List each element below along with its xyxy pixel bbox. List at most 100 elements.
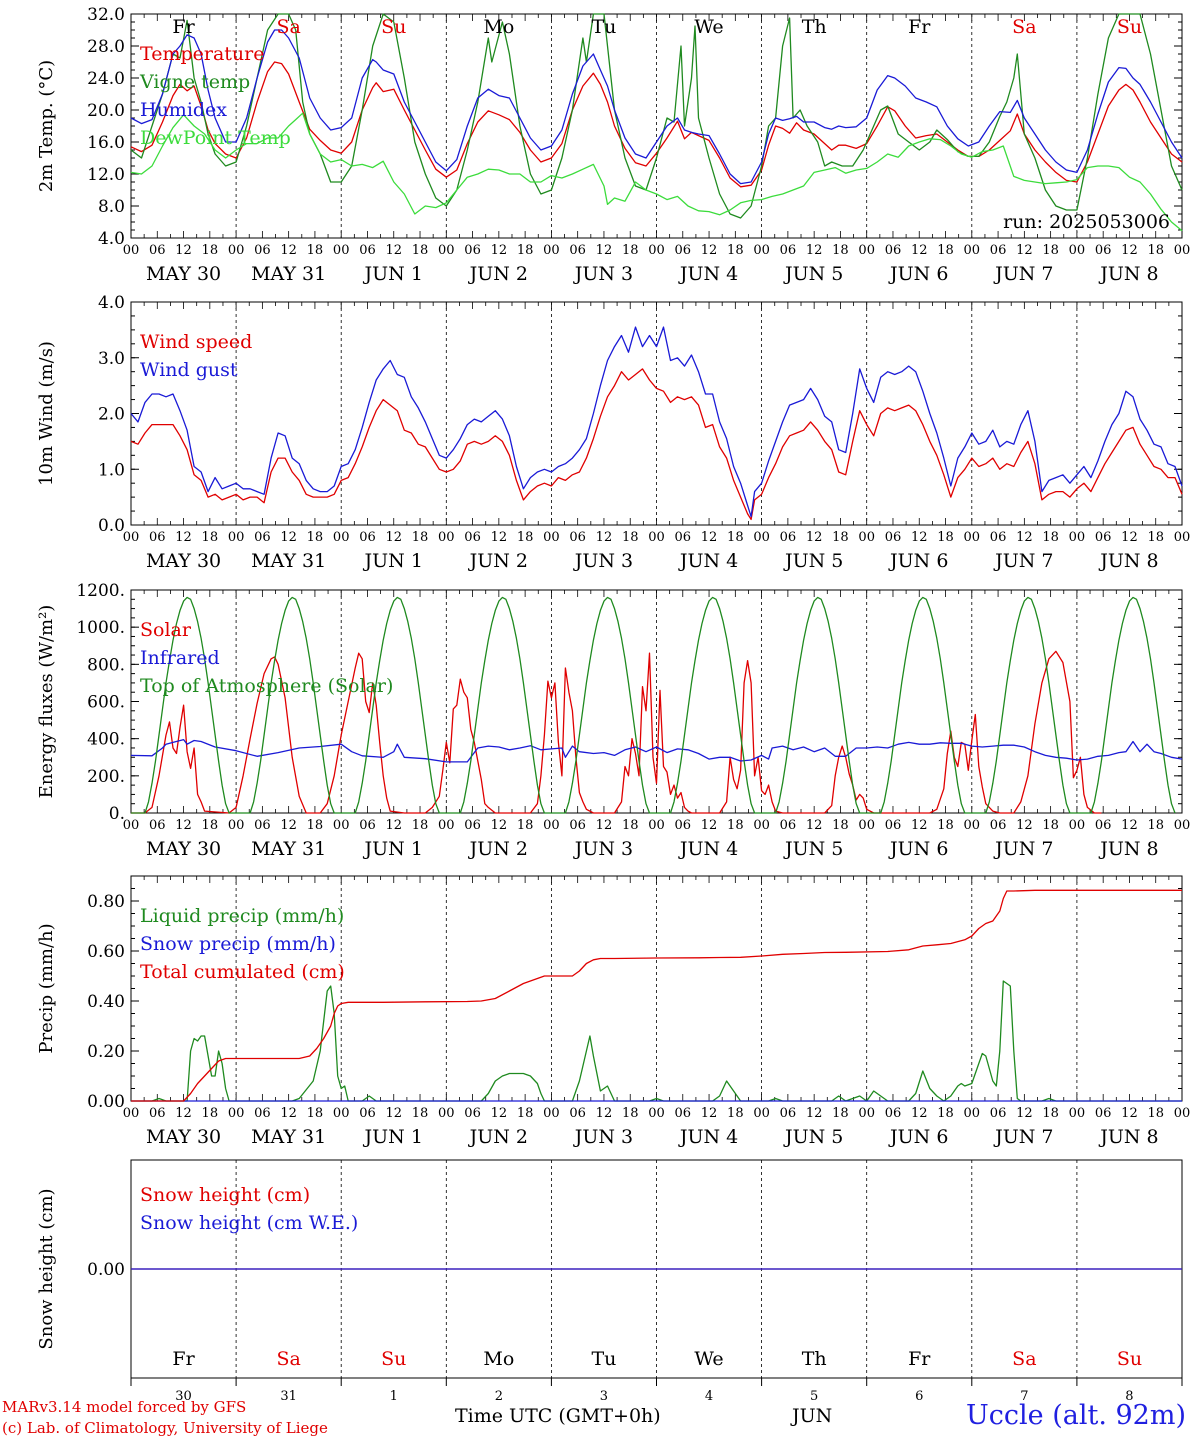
- date-label: JUN 7: [993, 550, 1053, 572]
- y-tick-label: 0.: [109, 804, 125, 824]
- hour-tick-label: 00: [123, 530, 140, 545]
- hour-tick-label: 00: [753, 1106, 770, 1121]
- hour-tick-label: 12: [280, 1106, 297, 1121]
- hour-tick-label: 18: [202, 818, 219, 833]
- hour-tick-label: 06: [675, 1106, 692, 1121]
- date-label: JUN 5: [783, 550, 843, 572]
- hour-tick-label: 06: [675, 530, 692, 545]
- hour-tick-label: 12: [1121, 530, 1138, 545]
- hour-tick-label: 06: [149, 818, 166, 833]
- weekday-label: Tu: [591, 1348, 616, 1370]
- y-axis-label: 10m Wind (m/s): [36, 341, 57, 486]
- date-label: JUN 1: [363, 263, 423, 285]
- hour-tick-label: 00: [858, 243, 875, 258]
- hour-tick-label: 00: [1174, 1106, 1191, 1121]
- y-axis-label: Snow height (cm): [36, 1188, 57, 1349]
- panel-3: 00 06 12 18 MAY 30 00 06 12 18 MAY 31 00 06 12 18 JUN …: [36, 581, 1190, 860]
- hour-tick-label: 18: [727, 1106, 744, 1121]
- series-total-cumulated-cm-: [131, 889, 1182, 1102]
- hour-tick-label: 06: [149, 1106, 166, 1121]
- legend-entry: Temperature: [140, 43, 264, 65]
- hour-tick-label: 12: [596, 530, 613, 545]
- hour-tick-label: 12: [596, 818, 613, 833]
- day-number-label: 30: [175, 1389, 192, 1404]
- hour-tick-label: 12: [280, 243, 297, 258]
- hour-tick-label: 00: [858, 818, 875, 833]
- hour-tick-label: 00: [964, 530, 981, 545]
- hour-tick-label: 12: [1121, 243, 1138, 258]
- legend-entry: Vigne temp: [139, 71, 250, 93]
- hour-tick-label: 06: [780, 243, 797, 258]
- hour-tick-label: 12: [1121, 1106, 1138, 1121]
- hour-tick-label: 00: [1174, 530, 1191, 545]
- hour-tick-label: 12: [911, 818, 928, 833]
- hour-tick-label: 00: [438, 243, 455, 258]
- hour-tick-label: 18: [727, 243, 744, 258]
- day-number-label: 31: [280, 1389, 297, 1404]
- date-label: JUN 8: [1098, 263, 1158, 285]
- hour-tick-label: 18: [622, 1106, 639, 1121]
- date-label: JUN 5: [783, 263, 843, 285]
- credit-lab: (c) Lab. of Climatology, University of L…: [2, 1419, 328, 1437]
- hour-tick-label: 00: [964, 818, 981, 833]
- date-label: JUN 5: [783, 838, 843, 860]
- y-tick-label: 0.80: [87, 892, 125, 912]
- day-number-label: 1: [390, 1389, 398, 1404]
- hour-tick-label: 12: [175, 1106, 192, 1121]
- weekday-label: Su: [1117, 1348, 1142, 1370]
- weekday-label: Su: [381, 1348, 406, 1370]
- hour-tick-label: 18: [937, 1106, 954, 1121]
- date-label: JUN 2: [468, 263, 528, 285]
- hour-tick-label: 00: [1069, 818, 1086, 833]
- hour-tick-label: 06: [885, 1106, 902, 1121]
- day-number-label: 2: [495, 1389, 503, 1404]
- date-label: MAY 30: [146, 838, 221, 860]
- hour-tick-label: 00: [753, 818, 770, 833]
- hour-tick-label: 06: [569, 243, 586, 258]
- hour-tick-label: 00: [1069, 1106, 1086, 1121]
- panel-5: 0.00 Snow height (cm) Snow height (cm) Snow…: [36, 1159, 1183, 1379]
- date-label: MAY 30: [146, 550, 221, 572]
- hour-tick-label: 06: [569, 818, 586, 833]
- hour-tick-label: 12: [491, 243, 508, 258]
- y-axis-label: Energy fluxes (W/m²): [36, 605, 57, 799]
- date-label: JUN 7: [993, 1126, 1053, 1148]
- credit-model: MARv3.14 model forced by GFS: [2, 1398, 247, 1416]
- date-label: JUN 6: [888, 1126, 948, 1148]
- hour-tick-label: 12: [701, 243, 718, 258]
- day-number-label: 7: [1020, 1389, 1028, 1404]
- date-label: JUN 6: [888, 550, 948, 572]
- series-infrared: [130, 738, 1183, 763]
- hour-tick-label: 18: [1147, 1106, 1164, 1121]
- hour-tick-label: 00: [964, 243, 981, 258]
- y-tick-label: 0.40: [87, 992, 125, 1012]
- hour-tick-label: 00: [228, 243, 245, 258]
- weekday-label: Mo: [483, 1348, 514, 1370]
- date-label: JUN 1: [363, 1126, 423, 1148]
- hour-tick-label: 18: [202, 1106, 219, 1121]
- hour-tick-label: 00: [123, 1106, 140, 1121]
- hour-tick-label: 00: [543, 818, 560, 833]
- hour-tick-label: 12: [491, 530, 508, 545]
- y-tick-label: 600.: [87, 693, 125, 713]
- hour-tick-label: 18: [727, 818, 744, 833]
- hour-tick-label: 00: [228, 530, 245, 545]
- hour-tick-label: 00: [648, 530, 665, 545]
- hour-tick-label: 18: [412, 530, 429, 545]
- hour-tick-label: 12: [1016, 243, 1033, 258]
- y-tick-label: 0.60: [87, 942, 125, 962]
- weekday-label: We: [694, 16, 723, 38]
- time-axis-label: Time UTC (GMT+0h): [455, 1405, 661, 1427]
- hour-tick-label: 00: [964, 1106, 981, 1121]
- hour-tick-label: 06: [359, 530, 376, 545]
- series-wind-speed: [130, 368, 1183, 521]
- hour-tick-label: 12: [175, 243, 192, 258]
- hour-tick-label: 18: [1042, 243, 1059, 258]
- hour-tick-label: 06: [359, 243, 376, 258]
- hour-tick-label: 00: [438, 1106, 455, 1121]
- hour-tick-label: 00: [333, 530, 350, 545]
- hour-tick-label: 00: [228, 1106, 245, 1121]
- date-label: JUN 2: [468, 838, 528, 860]
- legend-entry: Top of Atmosphere (Solar): [140, 675, 393, 697]
- weekday-label: Sa: [1012, 1348, 1036, 1370]
